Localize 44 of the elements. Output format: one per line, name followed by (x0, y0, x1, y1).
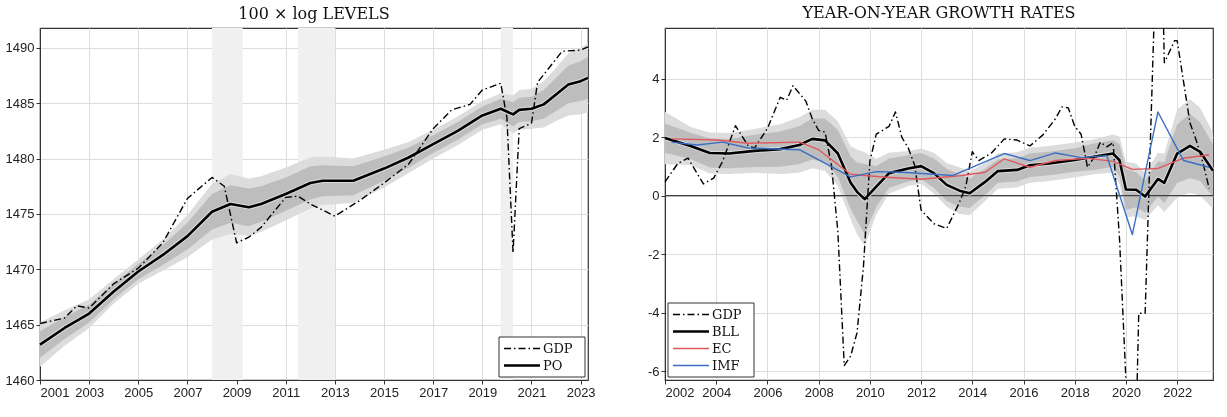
x-tick-label: 2013 (320, 384, 350, 400)
x-tick-label: 2016 (1009, 384, 1039, 400)
legend-label: IMF (712, 357, 740, 373)
x-tick-label: 2015 (370, 384, 399, 400)
y-tick-label: 1470 (5, 261, 35, 277)
y-tick-label: 1490 (5, 40, 35, 56)
y-tick-label: 1480 (5, 151, 35, 167)
legend-label: BLL (712, 323, 740, 339)
y-tick-label: 1465 (5, 317, 35, 333)
legend-label: GDP (712, 306, 742, 322)
x-tick-label: 2019 (468, 384, 498, 400)
legend-label: PO (543, 357, 563, 373)
y-tick-label: -4 (647, 305, 660, 321)
x-tick-label: 2005 (124, 384, 154, 400)
y-tick-label: 2 (652, 129, 660, 145)
y-tick-label: -6 (647, 363, 660, 379)
x-tick-label: 2018 (1060, 384, 1090, 400)
x-tick-label: 2007 (173, 384, 203, 400)
y-tick-label: 0 (652, 188, 660, 204)
legend-label: EC (712, 340, 732, 356)
x-tick-label: 2023 (566, 384, 596, 400)
x-tick-label: 2003 (75, 384, 105, 400)
y-tick-label: 1475 (5, 206, 35, 222)
legend-label: GDP (543, 340, 573, 356)
y-tick-label: 1485 (5, 95, 35, 111)
x-tick-label: 2021 (517, 384, 547, 400)
x-tick-label: 2022 (1163, 384, 1193, 400)
x-tick-label: 2001 (40, 384, 70, 400)
y-tick-label: 4 (652, 71, 660, 87)
x-tick-label: 2002 (665, 384, 695, 400)
x-tick-label: 2009 (222, 384, 252, 400)
x-tick-label: 2006 (753, 384, 783, 400)
x-tick-label: 2014 (958, 384, 988, 400)
chart-title: YEAR-ON-YEAR GROWTH RATES (801, 3, 1076, 23)
x-tick-label: 2008 (804, 384, 834, 400)
x-tick-label: 2011 (272, 384, 301, 400)
x-tick-label: 2017 (419, 384, 449, 400)
y-tick-label: 1460 (5, 372, 35, 388)
x-tick-label: 2020 (1111, 384, 1141, 400)
x-tick-label: 2010 (855, 384, 885, 400)
y-tick-label: -2 (647, 246, 660, 262)
chart-title: 100 × log LEVELS (238, 4, 390, 23)
x-tick-label: 2012 (907, 384, 937, 400)
x-tick-label: 2004 (702, 384, 732, 400)
